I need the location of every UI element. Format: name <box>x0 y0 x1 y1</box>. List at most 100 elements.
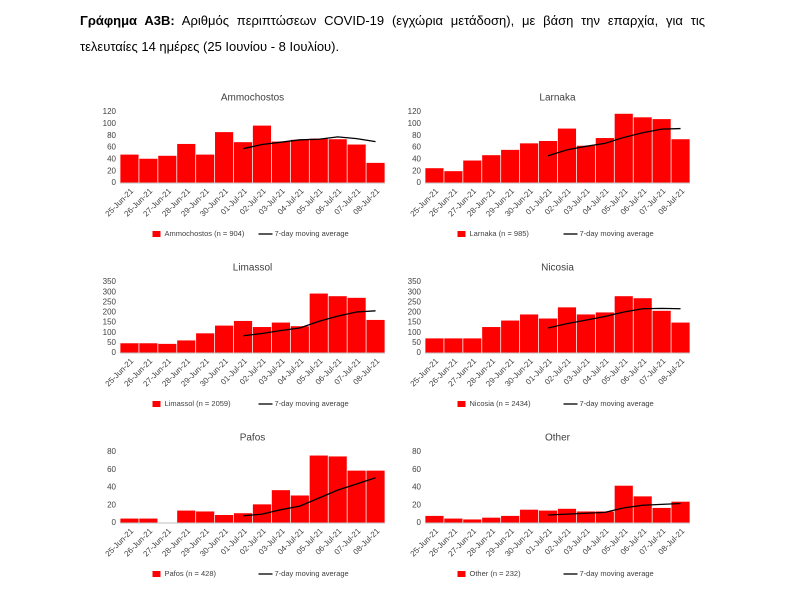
bar <box>233 142 253 183</box>
bar <box>520 314 539 353</box>
chart-title: Limassol <box>233 263 272 274</box>
chart-panel: Limassol05010015020025030035025-Jun-2126… <box>103 263 385 408</box>
bar <box>463 338 482 353</box>
y-tick-label: 350 <box>408 277 422 286</box>
bar <box>595 511 614 523</box>
y-tick-label: 150 <box>103 318 117 327</box>
bar <box>120 154 139 183</box>
chart-panel: Nicosia05010015020025030035025-Jun-2126-… <box>408 263 690 408</box>
moving-average-line <box>547 307 681 329</box>
y-tick-label: 150 <box>408 318 422 327</box>
bar <box>366 470 385 523</box>
bar <box>309 455 328 523</box>
y-tick-label: 60 <box>412 143 421 152</box>
bar <box>557 128 577 183</box>
chart-title: Other <box>545 433 571 444</box>
bar <box>177 510 196 523</box>
y-tick-label: 60 <box>107 465 116 474</box>
y-tick-label: 20 <box>412 166 421 175</box>
y-tick-label: 120 <box>408 107 422 116</box>
y-tick-label: 40 <box>107 154 116 163</box>
bar <box>671 139 690 183</box>
bar <box>538 140 558 183</box>
y-tick-label: 80 <box>412 447 421 456</box>
y-tick-label: 100 <box>103 328 117 337</box>
bar <box>347 470 366 523</box>
y-tick-label: 60 <box>107 143 116 152</box>
chart-title: Pafos <box>240 433 266 444</box>
legend-swatch <box>152 571 161 577</box>
y-tick-label: 0 <box>417 348 422 357</box>
bar <box>576 511 595 523</box>
moving-average-line <box>242 310 376 337</box>
bar <box>652 119 671 183</box>
y-tick-label: 50 <box>412 338 421 347</box>
bar <box>233 320 253 353</box>
bar <box>158 343 177 353</box>
bar <box>309 293 328 353</box>
y-tick-label: 0 <box>417 178 422 187</box>
bar <box>444 171 463 183</box>
legend-swatch <box>457 231 466 237</box>
bar <box>366 319 385 353</box>
bar <box>120 343 139 353</box>
y-tick-label: 20 <box>107 500 116 509</box>
chart-panel: Larnaka02040608010012025-Jun-2126-Jun-21… <box>408 93 690 238</box>
y-tick-label: 300 <box>103 287 117 296</box>
bar <box>158 155 177 183</box>
y-tick-label: 40 <box>107 483 116 492</box>
y-tick-label: 0 <box>112 178 117 187</box>
y-tick-label: 80 <box>107 131 116 140</box>
y-tick-label: 200 <box>408 308 422 317</box>
chart-title: Ammochostos <box>221 93 284 104</box>
bar <box>538 510 558 523</box>
moving-average-line <box>242 136 376 150</box>
y-tick-label: 350 <box>103 277 117 286</box>
legend-label: 7-day moving average <box>580 399 654 408</box>
y-tick-label: 50 <box>107 338 116 347</box>
chart-title: Nicosia <box>541 263 574 274</box>
legend-label: 7-day moving average <box>580 569 654 578</box>
bar <box>215 325 234 353</box>
bar <box>501 320 520 353</box>
bar <box>557 307 577 353</box>
bar <box>177 340 196 353</box>
bar <box>595 312 614 353</box>
bar <box>425 168 444 183</box>
bar <box>271 141 290 183</box>
bar <box>557 508 577 523</box>
bar <box>652 507 671 523</box>
bar <box>538 318 558 353</box>
bar <box>196 154 215 183</box>
bar <box>271 490 290 523</box>
bar <box>576 145 595 183</box>
y-tick-label: 40 <box>412 154 421 163</box>
chart-panel: Pafos02040608025-Jun-2126-Jun-2127-Jun-2… <box>104 433 385 578</box>
y-tick-label: 60 <box>412 465 421 474</box>
bar <box>576 314 595 353</box>
bar <box>139 343 158 353</box>
bar <box>347 297 366 353</box>
bar <box>463 160 482 183</box>
y-tick-label: 20 <box>107 166 116 175</box>
y-tick-label: 100 <box>408 119 422 128</box>
bar <box>120 518 139 523</box>
bar <box>328 139 347 183</box>
bar <box>196 333 215 353</box>
bar <box>633 496 652 523</box>
bar <box>233 513 253 523</box>
legend-label: Limassol (n = 2059) <box>165 399 232 408</box>
bar <box>139 158 158 183</box>
bar <box>652 310 671 353</box>
bar <box>290 495 309 523</box>
bar <box>501 515 520 523</box>
bar <box>614 113 633 183</box>
bar <box>309 138 328 183</box>
chart-panel: Other02040608025-Jun-2126-Jun-2127-Jun-2… <box>409 433 690 578</box>
y-tick-label: 80 <box>412 131 421 140</box>
legend-label: 7-day moving average <box>580 229 654 238</box>
legend-swatch <box>457 401 466 407</box>
legend-label: 7-day moving average <box>275 399 349 408</box>
bar <box>671 322 690 353</box>
